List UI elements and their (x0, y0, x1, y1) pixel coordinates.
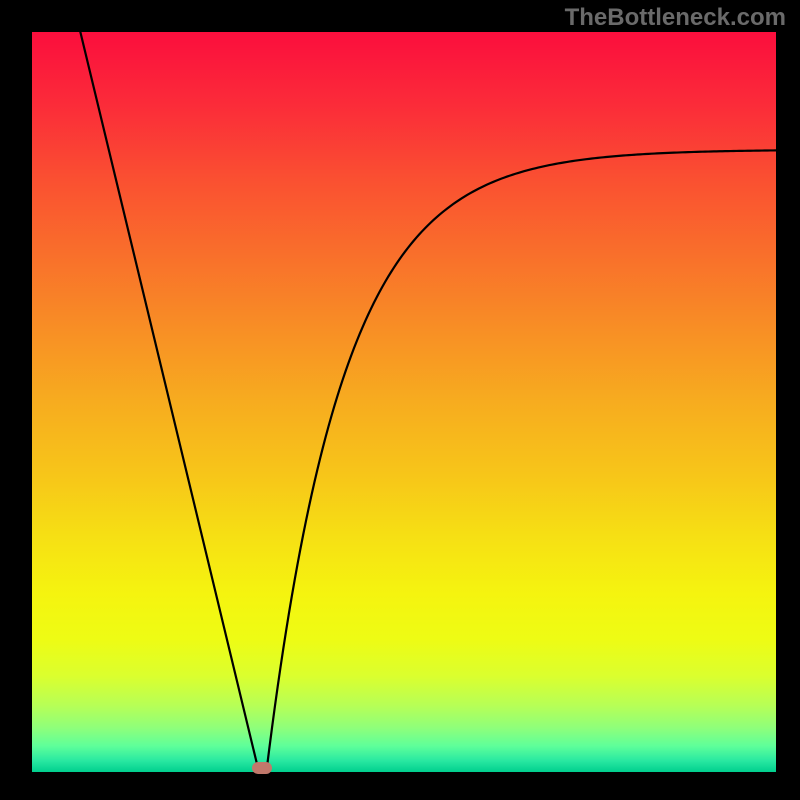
plot-area (32, 32, 776, 772)
watermark-text: TheBottleneck.com (565, 4, 786, 32)
optimum-marker (252, 762, 272, 774)
bottleneck-curve (32, 32, 776, 772)
chart-frame: TheBottleneck.com (0, 0, 800, 800)
